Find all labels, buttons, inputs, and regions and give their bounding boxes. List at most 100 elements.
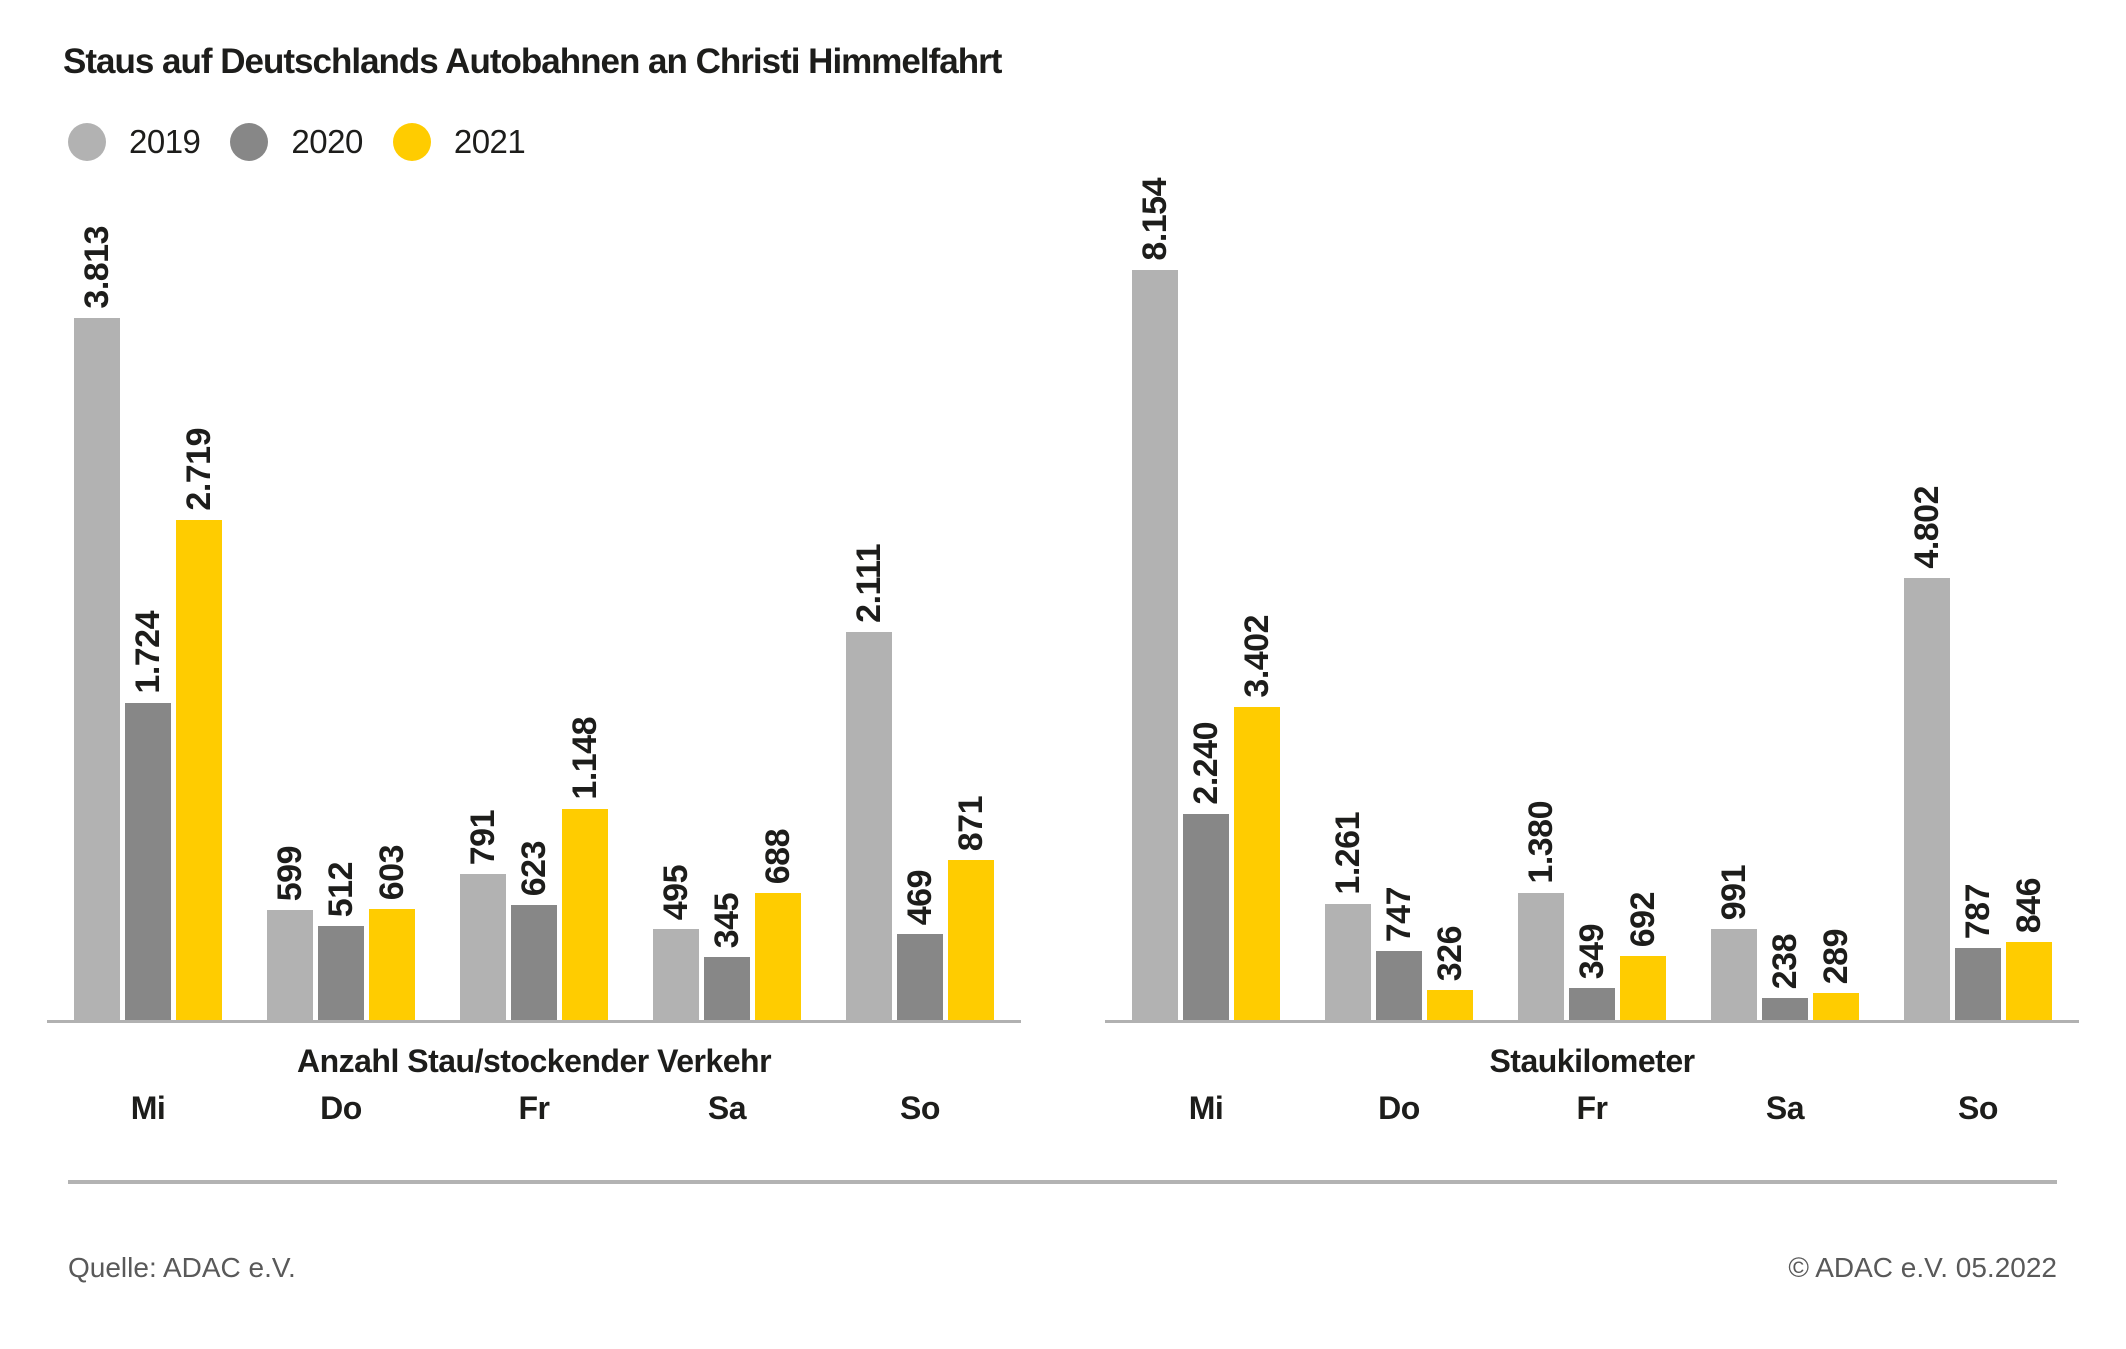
bar-2020-so — [897, 934, 943, 1020]
bar-col-2020-mi: 2.240 — [1183, 722, 1229, 1020]
x-axis-label-fr: Fr — [1576, 1090, 1609, 1126]
chart-anzahl-stau: 3.813 1.724 2.719 599 512 603 791 623 1.148 495 34… — [47, 150, 1021, 1160]
bar-col-2019-do: 1.261 — [1325, 812, 1371, 1020]
x-axis-label-sa: Sa — [707, 1090, 747, 1126]
bar-value-2019-do: 599 — [271, 845, 309, 901]
chart-staukilometer: 8.154 2.240 3.402 1.261 747 326 1.380 349 692 991… — [1105, 150, 2079, 1160]
bar-value-2021-do: 326 — [1431, 925, 1469, 981]
bar-2019-so — [1904, 578, 1950, 1020]
bar-value-2020-mi: 1.724 — [129, 611, 167, 694]
bar-2019-fr — [1518, 893, 1564, 1020]
bar-2020-fr — [511, 905, 557, 1020]
bar-value-2020-do: 747 — [1380, 886, 1418, 942]
plot-area-staukilometer: 8.154 2.240 3.402 1.261 747 326 1.380 349 692 991… — [1105, 150, 2079, 1023]
bar-value-2021-fr: 692 — [1624, 891, 1662, 947]
bar-value-2019-mi: 8.154 — [1136, 178, 1174, 261]
bar-value-2021-do: 603 — [373, 844, 411, 900]
bar-group-mi: 8.154 2.240 3.402 — [1132, 178, 1280, 1020]
bar-col-2021-so: 871 — [948, 796, 994, 1020]
bar-2021-so — [2006, 942, 2052, 1020]
bar-value-2020-fr: 349 — [1573, 923, 1611, 979]
x-axis-label-so: So — [1958, 1090, 1998, 1126]
bar-value-2021-sa: 289 — [1817, 928, 1855, 984]
bar-value-2020-do: 512 — [322, 861, 360, 917]
bar-group-sa: 991 238 289 — [1711, 865, 1859, 1020]
bar-col-2020-mi: 1.724 — [125, 611, 171, 1020]
bar-group-fr: 1.380 349 692 — [1518, 801, 1666, 1020]
x-axis-label-mi: Mi — [1188, 1090, 1224, 1126]
bar-col-2021-sa: 289 — [1813, 929, 1859, 1020]
bar-group-mi: 3.813 1.724 2.719 — [74, 226, 222, 1020]
bar-col-2019-mi: 3.813 — [74, 226, 120, 1020]
bar-2019-mi — [74, 318, 120, 1020]
bar-col-2021-mi: 3.402 — [1234, 615, 1280, 1020]
legend-label-2020: 2020 — [291, 123, 363, 160]
bar-2021-do — [369, 909, 415, 1020]
bar-value-2019-do: 1.261 — [1329, 812, 1367, 895]
bar-col-2021-so: 846 — [2006, 878, 2052, 1020]
bar-2021-mi — [176, 520, 222, 1020]
bar-2020-fr — [1569, 988, 1615, 1020]
bar-2020-mi — [1183, 814, 1229, 1020]
bar-col-2019-so: 2.111 — [846, 544, 892, 1020]
bar-col-2019-fr: 1.380 — [1518, 801, 1564, 1020]
bar-col-2019-sa: 991 — [1711, 865, 1757, 1020]
bar-value-2019-fr: 1.380 — [1522, 801, 1560, 884]
bar-value-2021-mi: 2.719 — [180, 428, 218, 511]
footer: Quelle: ADAC e.V. © ADAC e.V. 05.2022 — [68, 1252, 2057, 1284]
copyright-note: © ADAC e.V. 05.2022 — [1788, 1252, 2057, 1283]
bar-value-2020-fr: 623 — [515, 840, 553, 896]
bar-col-2020-sa: 345 — [704, 893, 750, 1020]
x-axis-label-fr: Fr — [518, 1090, 551, 1126]
bar-group-do: 1.261 747 326 — [1325, 812, 1473, 1020]
bar-value-2020-so: 787 — [1959, 883, 1997, 939]
x-axis-label-sa: Sa — [1765, 1090, 1805, 1126]
bar-value-2020-sa: 238 — [1766, 933, 1804, 989]
bar-col-2021-sa: 688 — [755, 829, 801, 1020]
bar-group-sa: 495 345 688 — [653, 829, 801, 1020]
x-axis-label-mi: Mi — [130, 1090, 166, 1126]
bar-2020-sa — [704, 957, 750, 1020]
bar-2021-sa — [755, 893, 801, 1020]
bar-col-2019-sa: 495 — [653, 865, 699, 1020]
bar-2021-so — [948, 860, 994, 1020]
bar-value-2021-so: 871 — [952, 795, 990, 851]
bar-2021-do — [1427, 990, 1473, 1020]
bar-col-2020-sa: 238 — [1762, 934, 1808, 1020]
plot-area-anzahl: 3.813 1.724 2.719 599 512 603 791 623 1.148 495 34… — [47, 150, 1021, 1023]
x-axis-label-do: Do — [320, 1090, 362, 1126]
legend-label-2019: 2019 — [129, 123, 201, 160]
bar-col-2020-so: 787 — [1955, 884, 2001, 1020]
bar-value-2019-so: 2.111 — [850, 544, 888, 623]
bar-col-2021-do: 603 — [369, 845, 415, 1020]
bar-value-2020-sa: 345 — [708, 892, 746, 948]
legend-color-dot-2021 — [392, 123, 431, 161]
legend-item-2021: 2021 — [392, 123, 526, 161]
x-axis-labels-staukilometer: Mi Do Fr Sa So — [1105, 1090, 2079, 1127]
page-title: Staus auf Deutschlands Autobahnen an Chr… — [63, 42, 1002, 81]
bar-value-2021-mi: 3.402 — [1238, 615, 1276, 698]
bar-value-2021-sa: 688 — [759, 828, 797, 884]
bar-group-so: 4.802 787 846 — [1904, 486, 2052, 1020]
source-note: Quelle: ADAC e.V. — [68, 1252, 296, 1283]
bar-group-fr: 791 623 1.148 — [460, 717, 608, 1020]
bar-value-2019-so: 4.802 — [1908, 486, 1946, 569]
bar-col-2021-fr: 692 — [1620, 892, 1666, 1020]
bar-value-2019-mi: 3.813 — [78, 226, 116, 309]
bar-2020-mi — [125, 703, 171, 1020]
bar-col-2020-so: 469 — [897, 870, 943, 1020]
bar-2019-sa — [653, 929, 699, 1020]
bar-2020-do — [318, 926, 364, 1020]
axis-title-anzahl: Anzahl Stau/stockender Verkehr — [296, 1043, 772, 1079]
bar-value-2019-fr: 791 — [464, 809, 502, 865]
bar-2021-fr — [1620, 956, 1666, 1020]
bar-2021-fr — [562, 809, 608, 1020]
x-axis-label-do: Do — [1378, 1090, 1420, 1126]
bar-value-2021-so: 846 — [2010, 877, 2048, 933]
bar-col-2020-fr: 349 — [1569, 924, 1615, 1020]
bar-col-2020-do: 747 — [1376, 887, 1422, 1020]
bar-col-2021-fr: 1.148 — [562, 717, 608, 1020]
bar-2020-so — [1955, 948, 2001, 1020]
legend-color-dot-2019 — [68, 123, 106, 161]
bar-col-2021-do: 326 — [1427, 926, 1473, 1020]
